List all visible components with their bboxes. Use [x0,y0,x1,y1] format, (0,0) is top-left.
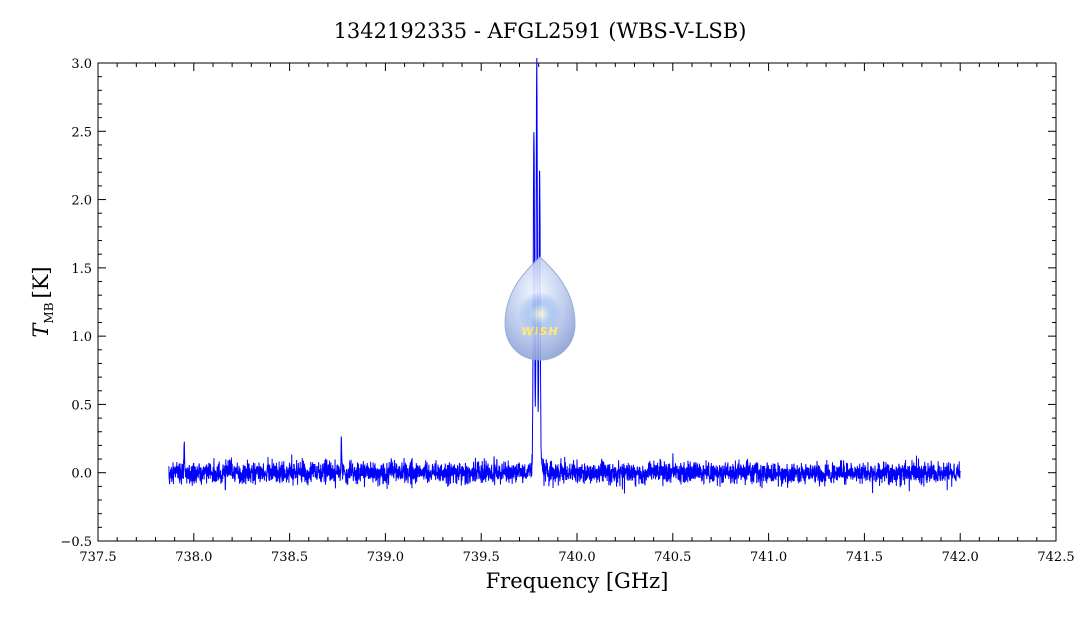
y-tick-label: 3.0 [71,57,92,72]
series-line-spectrum [168,57,961,494]
x-tick-label: 742.5 [1037,550,1074,565]
y-tick-label: 2.5 [71,125,92,140]
x-tick-labels: 737.5 738.0 738.5 739.0 739.5 740.0 740.5 741.0… [79,550,1074,565]
x-tick-label: 739.0 [367,550,404,565]
y-tick-labels: −0.5 0.0 0.5 1.0 1.5 2.0 2.5 3.0 [60,57,92,550]
x-tick-label: 742.0 [942,550,979,565]
x-tick-label: 740.0 [558,550,595,565]
x-tick-label: 739.5 [463,550,500,565]
svg-text:TMB[K]: TMB [K] [29,266,56,337]
x-tick-label: 741.5 [846,550,883,565]
y-axis-subscript: MB [42,302,56,323]
chart-title: 1342192335 - AFGL2591 (WBS-V-LSB) [334,19,747,43]
x-tick-label: 738.5 [271,550,308,565]
y-tick-label: 0.0 [71,467,92,482]
y-axis-unit: [K] [29,266,53,298]
x-axis-label: Frequency [GHz] [486,569,669,593]
y-axis-symbol: T [29,322,53,338]
y-tick-label: 1.0 [71,330,92,345]
x-tick-label: 737.5 [79,550,116,565]
x-tick-label: 738.0 [175,550,212,565]
axis-ticks [97,62,1057,542]
y-tick-label: 2.0 [71,194,92,209]
x-tick-label: 740.5 [654,550,691,565]
wish-logo-text: WISH [521,325,558,338]
y-tick-label: 1.5 [71,262,92,277]
wish-logo: WISH [504,256,576,361]
y-axis-label: TMB [K] [29,266,56,337]
x-tick-label: 741.0 [750,550,787,565]
y-tick-label: −0.5 [60,535,92,550]
wish-core-glow [518,292,562,336]
y-tick-label: 0.5 [71,398,92,413]
